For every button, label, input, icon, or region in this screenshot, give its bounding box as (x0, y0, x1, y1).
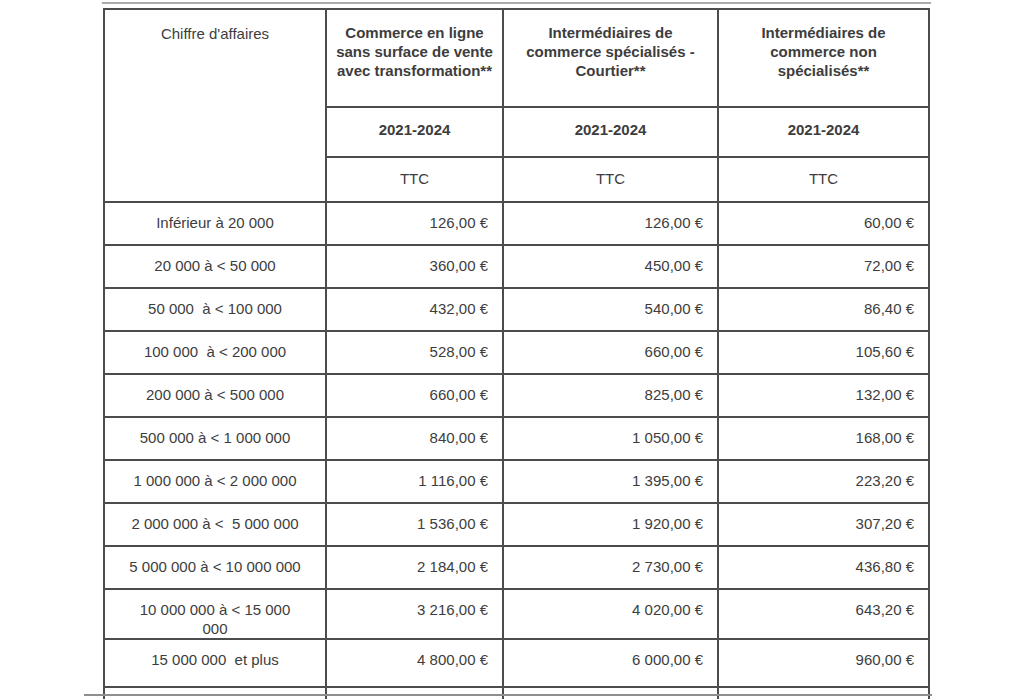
revenue-range-label: 10 000 000 à < 15 000 000 (104, 589, 326, 639)
tariff-value: 126,00 € (503, 202, 718, 245)
revenue-range-label: 5 000 000 à < 10 000 000 (104, 546, 326, 589)
table-row: 20 000 à < 50 000 360,00 € 450,00 € 72,0… (104, 245, 929, 288)
tariff-value: 840,00 € (326, 417, 503, 460)
tariff-value: 4 800,00 € (326, 639, 503, 687)
tariff-value: 223,20 € (718, 460, 929, 503)
tariff-value: 436,80 € (718, 546, 929, 589)
tariff-value: 4 020,00 € (503, 589, 718, 639)
tariff-value: 528,00 € (326, 331, 503, 374)
tariff-value: 105,60 € (718, 331, 929, 374)
tariff-value: 960,00 € (718, 639, 929, 687)
table-row: 100 000 à < 200 000 528,00 € 660,00 € 10… (104, 331, 929, 374)
tariff-table: Chiffre d'affaires Commerce en ligne san… (103, 8, 930, 699)
column-header-commerce-en-ligne: Commerce en ligne sans surface de vente … (326, 9, 503, 107)
clipped-cell (104, 687, 326, 699)
clipped-top-rule (102, 2, 931, 4)
corner-header-chiffre-daffaires: Chiffre d'affaires (104, 9, 326, 202)
ttc-cell: TTC (503, 157, 718, 202)
revenue-range-label: 100 000 à < 200 000 (104, 331, 326, 374)
revenue-range-label: 15 000 000 et plus (104, 639, 326, 687)
tariff-value: 1 536,00 € (326, 503, 503, 546)
revenue-range-label: 20 000 à < 50 000 (104, 245, 326, 288)
revenue-range-label: 50 000 à < 100 000 (104, 288, 326, 331)
tariff-value: 2 730,00 € (503, 546, 718, 589)
revenue-range-label: 200 000 à < 500 000 (104, 374, 326, 417)
tariff-value: 660,00 € (503, 331, 718, 374)
tariff-value: 6 000,00 € (503, 639, 718, 687)
clipped-bottom-rule (84, 694, 932, 696)
table-row: 2 000 000 à < 5 000 000 1 536,00 € 1 920… (104, 503, 929, 546)
revenue-range-label: 500 000 à < 1 000 000 (104, 417, 326, 460)
tariff-value: 1 395,00 € (503, 460, 718, 503)
tariff-value: 450,00 € (503, 245, 718, 288)
tariff-value: 1 050,00 € (503, 417, 718, 460)
revenue-range-label: 1 000 000 à < 2 000 000 (104, 460, 326, 503)
tariff-value: 1 116,00 € (326, 460, 503, 503)
tariff-value: 132,00 € (718, 374, 929, 417)
table-body: Inférieur à 20 000 126,00 € 126,00 € 60,… (104, 202, 929, 699)
tariff-value: 307,20 € (718, 503, 929, 546)
tariff-value: 3 216,00 € (326, 589, 503, 639)
table-header: Chiffre d'affaires Commerce en ligne san… (104, 9, 929, 202)
clipped-next-row (104, 687, 929, 699)
tariff-value: 1 920,00 € (503, 503, 718, 546)
clipped-cell (503, 687, 718, 699)
tariff-value: 360,00 € (326, 245, 503, 288)
tariff-value: 126,00 € (326, 202, 503, 245)
tariff-value: 432,00 € (326, 288, 503, 331)
tariff-value: 2 184,00 € (326, 546, 503, 589)
table-row: 10 000 000 à < 15 000 000 3 216,00 € 4 0… (104, 589, 929, 639)
tariff-value: 168,00 € (718, 417, 929, 460)
revenue-range-label: Inférieur à 20 000 (104, 202, 326, 245)
table-row: 500 000 à < 1 000 000 840,00 € 1 050,00 … (104, 417, 929, 460)
ttc-cell: TTC (718, 157, 929, 202)
page: Chiffre d'affaires Commerce en ligne san… (0, 0, 1024, 699)
ttc-cell: TTC (326, 157, 503, 202)
table-row: 200 000 à < 500 000 660,00 € 825,00 € 13… (104, 374, 929, 417)
tariff-value: 643,20 € (718, 589, 929, 639)
column-header-intermediaires-non-specialises: Intermédiaires de commerce non spécialis… (718, 9, 929, 107)
clipped-cell (718, 687, 929, 699)
table-row: Inférieur à 20 000 126,00 € 126,00 € 60,… (104, 202, 929, 245)
table-row: 5 000 000 à < 10 000 000 2 184,00 € 2 73… (104, 546, 929, 589)
tariff-value: 540,00 € (503, 288, 718, 331)
table-row: 50 000 à < 100 000 432,00 € 540,00 € 86,… (104, 288, 929, 331)
header-row: Chiffre d'affaires Commerce en ligne san… (104, 9, 929, 107)
revenue-range-label: 2 000 000 à < 5 000 000 (104, 503, 326, 546)
period-cell: 2021-2024 (326, 107, 503, 157)
tariff-value: 660,00 € (326, 374, 503, 417)
table-row: 15 000 000 et plus 4 800,00 € 6 000,00 €… (104, 639, 929, 687)
period-cell: 2021-2024 (718, 107, 929, 157)
tariff-value: 825,00 € (503, 374, 718, 417)
period-cell: 2021-2024 (503, 107, 718, 157)
tariff-value: 86,40 € (718, 288, 929, 331)
tariff-value: 72,00 € (718, 245, 929, 288)
column-header-intermediaires-specialises: Intermédiaires de commerce spécialisés -… (503, 9, 718, 107)
tariff-value: 60,00 € (718, 202, 929, 245)
clipped-cell (326, 687, 503, 699)
table-row: 1 000 000 à < 2 000 000 1 116,00 € 1 395… (104, 460, 929, 503)
